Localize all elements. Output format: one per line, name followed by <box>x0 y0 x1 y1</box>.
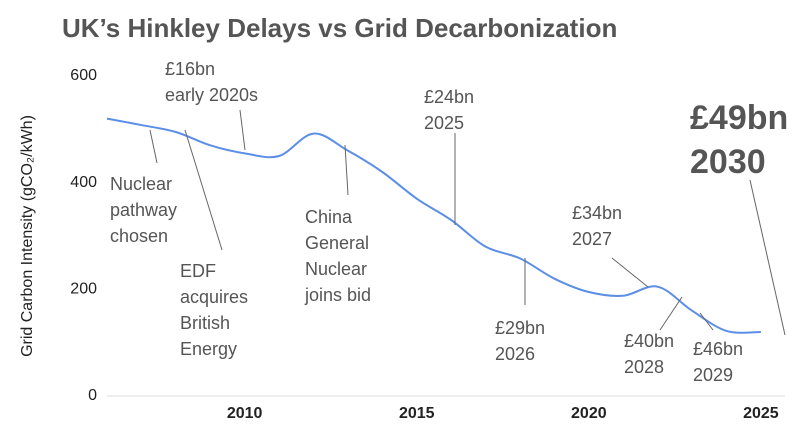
annotation: acquires <box>180 287 248 307</box>
annotation-pointer <box>699 312 714 331</box>
annotation: 2026 <box>495 344 535 364</box>
annotation: Nuclear <box>110 174 172 194</box>
annotation: £46bn <box>693 339 743 359</box>
annotation: British <box>180 313 230 333</box>
annotation: 2030 <box>690 143 766 181</box>
annotation-pointer <box>149 129 158 164</box>
annotation: £16bn <box>165 59 215 79</box>
y-tick-label: 400 <box>70 174 97 191</box>
annotation: China <box>305 207 353 227</box>
x-tick-label: 2015 <box>399 405 435 422</box>
chart-title: UK’s Hinkley Delays vs Grid Decarbonizat… <box>62 13 617 43</box>
annotation: £24bn <box>424 87 474 107</box>
annotation: £40bn <box>624 331 674 351</box>
x-tick-label: 2025 <box>743 405 779 422</box>
annotation: chosen <box>110 226 168 246</box>
annotation-pointer <box>611 257 649 288</box>
annotation: 2027 <box>572 229 612 249</box>
annotation-pointer <box>749 179 786 336</box>
x-tick-label: 2020 <box>571 405 607 422</box>
annotation-pointer <box>659 296 683 331</box>
annotation: early 2020s <box>165 85 258 105</box>
annotation-pointer <box>184 129 223 251</box>
annotation: £29bn <box>495 318 545 338</box>
y-tick-label: 200 <box>70 281 97 298</box>
annotation: joins bid <box>304 285 371 305</box>
data-line <box>106 117 761 334</box>
annotation: General <box>305 233 369 253</box>
annotation: Nuclear <box>305 259 367 279</box>
y-tick-label: 0 <box>88 387 97 404</box>
annotation: 2029 <box>693 365 733 385</box>
annotation-pointer <box>239 109 246 151</box>
annotation: 2025 <box>424 113 464 133</box>
x-tick-label: 2010 <box>227 405 263 422</box>
y-tick-label: 600 <box>70 67 97 84</box>
annotation: EDF <box>180 261 216 281</box>
annotation: 2028 <box>624 357 664 377</box>
annotation: £34bn <box>572 203 622 223</box>
annotation-pointer <box>344 144 349 196</box>
y-axis-label: Grid Carbon Intensity (gCO₂/kWh) <box>19 115 36 357</box>
annotation: pathway <box>110 200 177 220</box>
annotation: £49bn <box>690 99 788 137</box>
annotation: Energy <box>180 339 237 359</box>
